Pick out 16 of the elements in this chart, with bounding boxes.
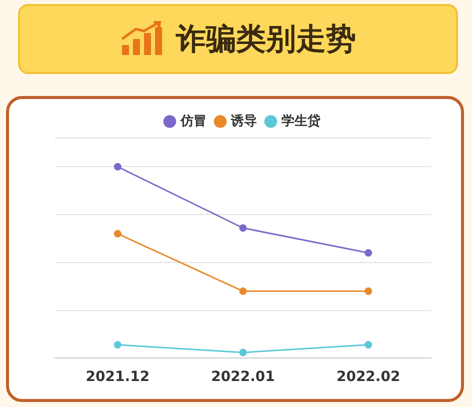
x-tick-label: 2021.12 [86,369,150,386]
point [114,162,122,170]
point [364,287,372,295]
point [364,249,372,257]
point [114,341,122,349]
point [239,348,247,356]
point [239,287,247,295]
point [239,224,247,232]
legend-label: 学生贷 [281,112,320,129]
x-tick-label: 2022.02 [336,369,400,386]
legend-label: 仿冒 [179,114,206,129]
point [364,341,372,349]
x-tick-label: 2022.01 [211,369,275,386]
chart-title: 诈骗类别走势 [176,20,356,58]
legend-label: 诱导 [230,112,257,129]
point [114,230,122,238]
